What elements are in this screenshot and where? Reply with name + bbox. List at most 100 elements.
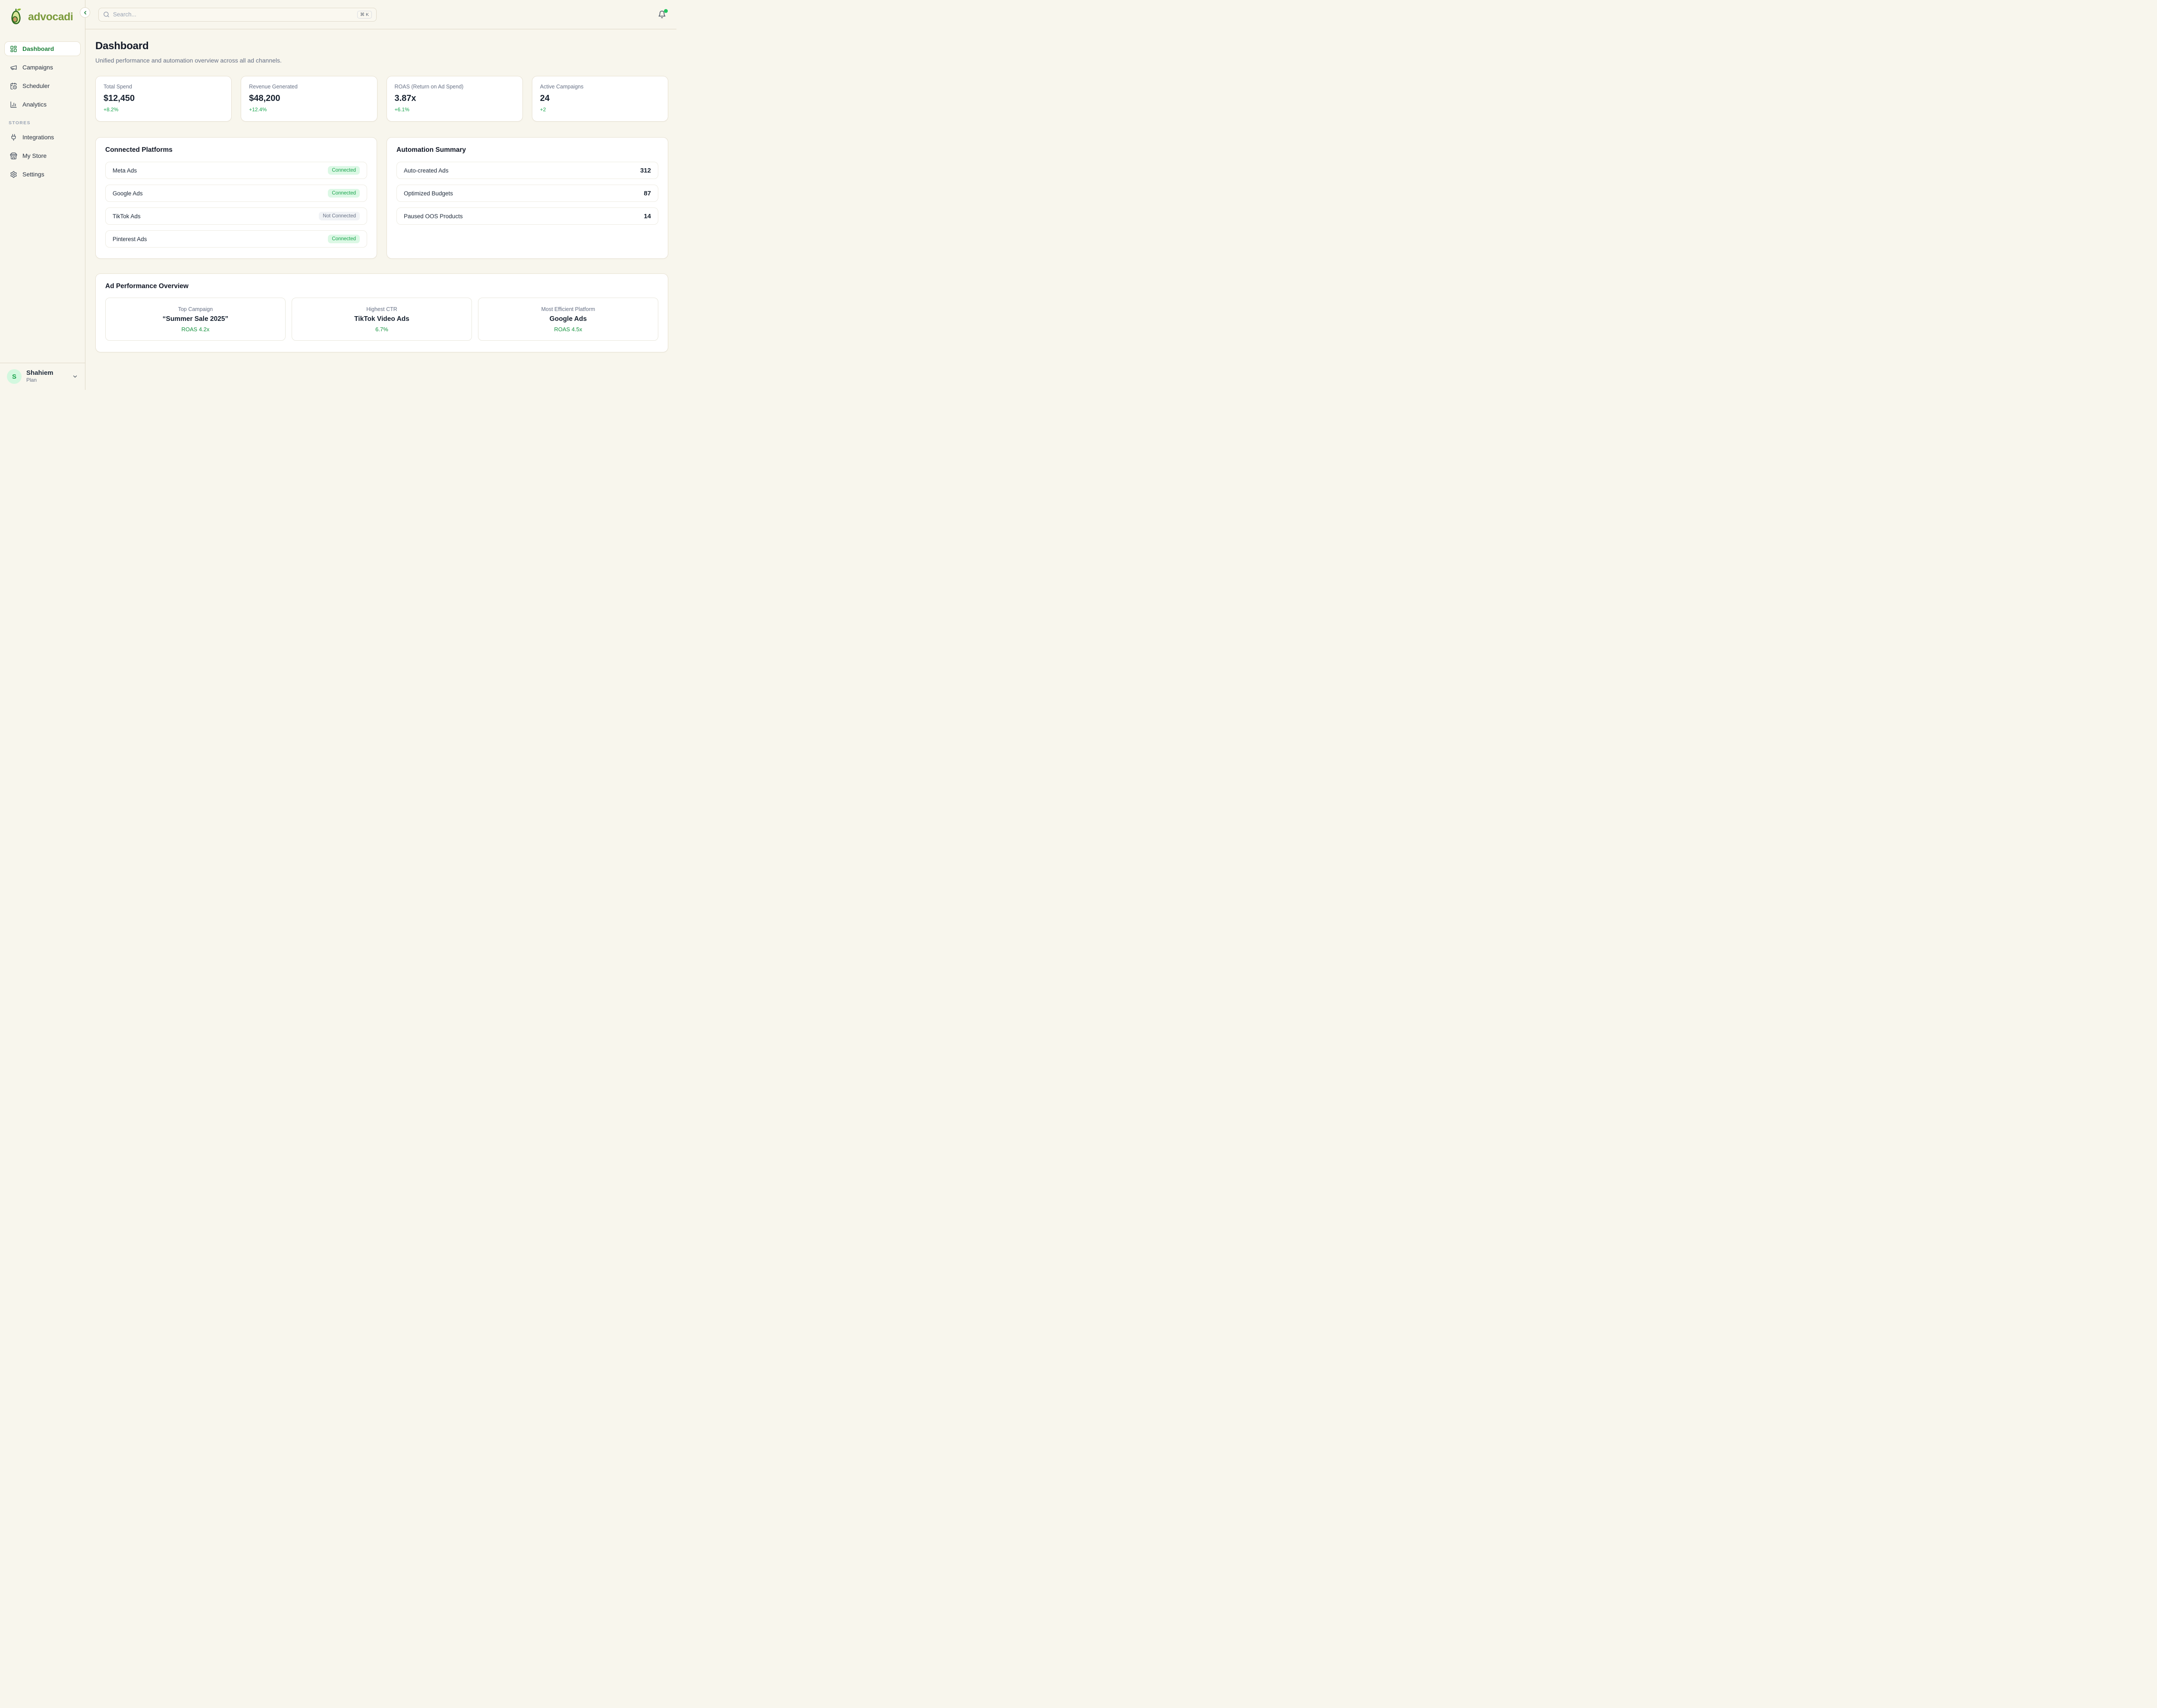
automation-row-auto-created-ads: Auto-created Ads 312	[396, 162, 658, 179]
stat-value: 24	[540, 94, 660, 104]
sidebar-item-label: Dashboard	[22, 45, 54, 52]
stat-delta: +6.1%	[395, 107, 515, 113]
automation-value: 312	[640, 167, 651, 174]
storefront-icon	[10, 152, 17, 160]
panels-row: Connected Platforms Meta Ads Connected G…	[95, 137, 668, 259]
perf-metric: ROAS 4.2x	[181, 326, 209, 333]
automation-row-paused-oos-products: Paused OOS Products 14	[396, 207, 658, 225]
sidebar-item-campaigns[interactable]: Campaigns	[4, 60, 81, 75]
stat-label: ROAS (Return on Ad Spend)	[395, 84, 515, 90]
platform-row-meta-ads[interactable]: Meta Ads Connected	[105, 162, 367, 179]
sidebar-item-analytics[interactable]: Analytics	[4, 97, 81, 112]
status-badge: Not Connected	[319, 212, 360, 220]
sidebar-nav: Dashboard Campaigns Scheduler Analytics …	[0, 32, 85, 185]
user-name: Shahiem	[26, 369, 53, 377]
perf-card-most-efficient-platform: Most Efficient Platform Google Ads ROAS …	[478, 298, 658, 341]
dashboard-content: Dashboard Unified performance and automa…	[85, 29, 676, 390]
perf-card-highest-ctr: Highest CTR TikTok Video Ads 6.7%	[292, 298, 472, 341]
stat-label: Revenue Generated	[249, 84, 369, 90]
performance-cards: Top Campaign “Summer Sale 2025” ROAS 4.2…	[105, 298, 658, 341]
status-badge: Connected	[328, 189, 360, 198]
user-info: Shahiem Plan	[26, 369, 53, 384]
megaphone-icon	[10, 64, 17, 71]
dashboard-grid-icon	[10, 45, 17, 53]
perf-label: Most Efficient Platform	[541, 306, 595, 312]
perf-name: Google Ads	[550, 315, 587, 323]
automation-label: Paused OOS Products	[404, 213, 463, 220]
sidebar-item-settings[interactable]: Settings	[4, 167, 81, 182]
stat-delta: +12.4%	[249, 107, 369, 113]
status-badge: Connected	[328, 235, 360, 243]
automation-row-optimized-budgets: Optimized Budgets 87	[396, 185, 658, 202]
search-bar[interactable]: ⌘ K	[98, 8, 377, 22]
sidebar-item-dashboard[interactable]: Dashboard	[4, 41, 81, 56]
app-name: advocadi	[28, 11, 73, 23]
sidebar-collapse-button[interactable]	[80, 7, 90, 18]
bar-chart-icon	[10, 101, 17, 108]
stores-section-label: STORES	[9, 120, 81, 126]
stats-row: Total Spend $12,450 +8.2% Revenue Genera…	[95, 76, 668, 122]
automation-summary-panel: Automation Summary Auto-created Ads 312 …	[387, 137, 668, 259]
sidebar-item-label: Integrations	[22, 134, 54, 141]
sidebar-item-label: My Store	[22, 152, 47, 159]
stat-card-total-spend: Total Spend $12,450 +8.2%	[95, 76, 232, 122]
perf-label: Highest CTR	[366, 306, 397, 312]
stat-value: $12,450	[104, 94, 223, 104]
stat-delta: +8.2%	[104, 107, 223, 113]
logo: advocadi	[0, 0, 85, 32]
notifications-button[interactable]	[658, 10, 666, 19]
notification-dot	[664, 9, 668, 13]
stat-card-active-campaigns: Active Campaigns 24 +2	[532, 76, 668, 122]
search-input[interactable]	[113, 11, 354, 18]
sidebar-item-label: Settings	[22, 171, 44, 178]
status-badge: Connected	[328, 166, 360, 175]
plug-icon	[10, 134, 17, 141]
perf-card-top-campaign: Top Campaign “Summer Sale 2025” ROAS 4.2…	[105, 298, 286, 341]
main-area: ⌘ K Dashboard Unified performance and au…	[85, 0, 676, 390]
platform-name: TikTok Ads	[113, 213, 141, 220]
automation-value: 87	[644, 190, 651, 197]
perf-metric: ROAS 4.5x	[554, 326, 582, 333]
user-plan: Plan	[26, 377, 53, 384]
user-menu[interactable]: S Shahiem Plan	[0, 363, 85, 390]
panel-title: Connected Platforms	[105, 146, 367, 154]
page-title: Dashboard	[95, 40, 668, 52]
sidebar-item-label: Analytics	[22, 101, 47, 108]
stat-label: Total Spend	[104, 84, 223, 90]
sidebar-item-my-store[interactable]: My Store	[4, 148, 81, 163]
perf-metric: 6.7%	[375, 326, 388, 333]
stat-card-revenue: Revenue Generated $48,200 +12.4%	[241, 76, 377, 122]
perf-label: Top Campaign	[178, 306, 213, 312]
topbar: ⌘ K	[85, 0, 676, 29]
stat-value: $48,200	[249, 94, 369, 104]
stat-value: 3.87x	[395, 94, 515, 104]
perf-name: TikTok Video Ads	[354, 315, 409, 323]
panel-title: Automation Summary	[396, 146, 658, 154]
sidebar-item-scheduler[interactable]: Scheduler	[4, 78, 81, 93]
chevron-left-icon	[82, 10, 88, 16]
sidebar-item-label: Scheduler	[22, 82, 50, 89]
platform-name: Google Ads	[113, 190, 143, 197]
automation-label: Optimized Budgets	[404, 190, 453, 197]
avatar: S	[7, 369, 22, 384]
stat-label: Active Campaigns	[540, 84, 660, 90]
keyboard-shortcut-badge: ⌘ K	[357, 11, 372, 19]
stat-card-roas: ROAS (Return on Ad Spend) 3.87x +6.1%	[387, 76, 523, 122]
connected-platforms-panel: Connected Platforms Meta Ads Connected G…	[95, 137, 377, 259]
platform-name: Pinterest Ads	[113, 236, 147, 242]
sidebar: advocadi Dashboard Campaigns Scheduler	[0, 0, 85, 390]
calendar-clock-icon	[10, 82, 17, 90]
gear-icon	[10, 171, 17, 178]
search-icon	[103, 11, 110, 18]
page-subtitle: Unified performance and automation overv…	[95, 57, 668, 64]
automation-value: 14	[644, 213, 651, 220]
ad-performance-panel: Ad Performance Overview Top Campaign “Su…	[95, 273, 668, 352]
sidebar-item-integrations[interactable]: Integrations	[4, 130, 81, 144]
platform-row-pinterest-ads[interactable]: Pinterest Ads Connected	[105, 230, 367, 248]
platform-name: Meta Ads	[113, 167, 137, 174]
stat-delta: +2	[540, 107, 660, 113]
chevron-down-icon[interactable]	[72, 374, 78, 380]
platform-row-google-ads[interactable]: Google Ads Connected	[105, 185, 367, 202]
avocado-logo-icon	[6, 7, 26, 27]
platform-row-tiktok-ads[interactable]: TikTok Ads Not Connected	[105, 207, 367, 225]
